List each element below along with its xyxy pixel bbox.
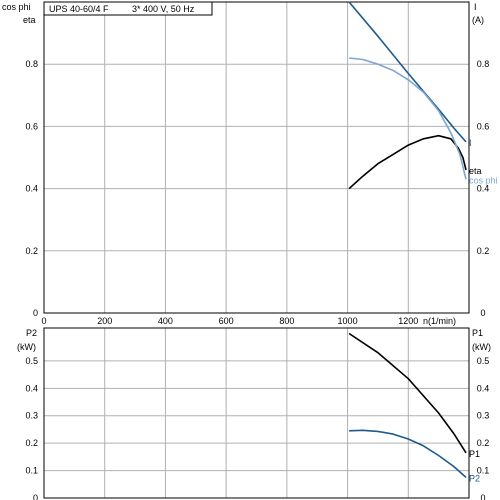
x-tick-400: 400 (158, 316, 173, 326)
chart-title: UPS 40-60/4 F (49, 4, 109, 14)
lower-left-axis-label-p2: P2 (26, 328, 37, 338)
chart-subtitle: 3* 400 V, 50 Hz (132, 4, 195, 14)
lower-right-tick-0: 0 (480, 493, 485, 500)
upper-left-tick-0-4: 0.4 (25, 184, 38, 194)
lower-left-tick-0-2: 0.2 (25, 438, 38, 448)
lower-left-tick-0-5: 0.5 (25, 356, 38, 366)
lower-right-tick-labels: 0 0.1 0.2 0.3 0.4 0.5 (477, 356, 490, 500)
left-axis-label-cosphi: cos phi (2, 2, 31, 12)
upper-left-tick-0-8: 0.8 (25, 59, 38, 69)
series-label-eta: eta (469, 166, 482, 176)
right-axis-label-unit: (A) (472, 15, 484, 25)
upper-right-tick-0: 0 (480, 308, 485, 318)
lower-left-tick-labels: 0 0.1 0.2 0.3 0.4 0.5 (25, 356, 38, 500)
upper-left-tick-0-6: 0.6 (25, 121, 38, 131)
right-axis-label-current: I (474, 2, 477, 12)
lower-left-tick-0: 0 (33, 493, 38, 500)
series-label-i: I (469, 138, 472, 148)
lower-grid (44, 328, 469, 498)
x-tick-200: 200 (97, 316, 112, 326)
upper-left-tick-0-2: 0.2 (25, 246, 38, 256)
series-line-eta (348, 134, 467, 190)
upper-right-tick-labels: 0 0.2 0.4 0.6 0.8 (477, 59, 490, 318)
upper-right-tick-0-6: 0.6 (477, 121, 490, 131)
lower-plot-frame (43, 327, 470, 499)
series-line-cos-phi (349, 57, 467, 180)
lower-right-tick-0-4: 0.4 (477, 383, 490, 393)
left-axis-label-eta: eta (23, 15, 36, 25)
series-label-cos-phi: cos phi (469, 175, 498, 185)
upper-plot: UPS 40-60/4 F 3* 400 V, 50 Hz cos phi et… (2, 1, 498, 326)
series-line-i (348, 1, 467, 143)
lower-right-tick-0-2: 0.2 (477, 438, 490, 448)
series-label-p1: P1 (469, 449, 480, 459)
lower-right-axis-label-unit: (kW) (472, 342, 491, 352)
upper-left-tick-0: 0 (33, 308, 38, 318)
x-axis-label: n(1/min) (423, 316, 456, 326)
series-line-p1 (348, 332, 467, 454)
x-tick-labels: 0 200 400 600 800 1000 1200 (41, 316, 418, 326)
lower-right-tick-0-3: 0.3 (477, 411, 490, 421)
x-tick-600: 600 (219, 316, 234, 326)
lower-series: P1 P2 (348, 332, 480, 483)
x-tick-0: 0 (41, 316, 46, 326)
upper-right-tick-0-2: 0.2 (477, 246, 490, 256)
lower-right-tick-0-1: 0.1 (477, 466, 490, 476)
upper-plot-frame (43, 1, 470, 314)
lower-plot: P2 (kW) P1 (kW) 0 0.1 0.2 0.3 0.4 0.5 0 0.1 0.2… (17, 327, 491, 500)
upper-left-tick-labels: 0 0.2 0.4 0.6 0.8 (25, 59, 38, 318)
title-box (43, 1, 213, 16)
lower-left-axis-label-unit: (kW) (17, 342, 36, 352)
lower-left-tick-0-1: 0.1 (25, 466, 38, 476)
lower-left-tick-0-3: 0.3 (25, 411, 38, 421)
series-label-p2: P2 (469, 473, 480, 483)
upper-grid (44, 2, 469, 313)
lower-right-axis-label-p1: P1 (472, 328, 483, 338)
upper-right-tick-0-4: 0.4 (477, 184, 490, 194)
upper-right-tick-0-8: 0.8 (477, 59, 490, 69)
series-line-p2 (349, 429, 467, 478)
x-tick-1200: 1200 (398, 316, 418, 326)
lower-right-tick-0-5: 0.5 (477, 356, 490, 366)
x-tick-1000: 1000 (338, 316, 358, 326)
x-tick-800: 800 (279, 316, 294, 326)
lower-left-tick-0-4: 0.4 (25, 383, 38, 393)
